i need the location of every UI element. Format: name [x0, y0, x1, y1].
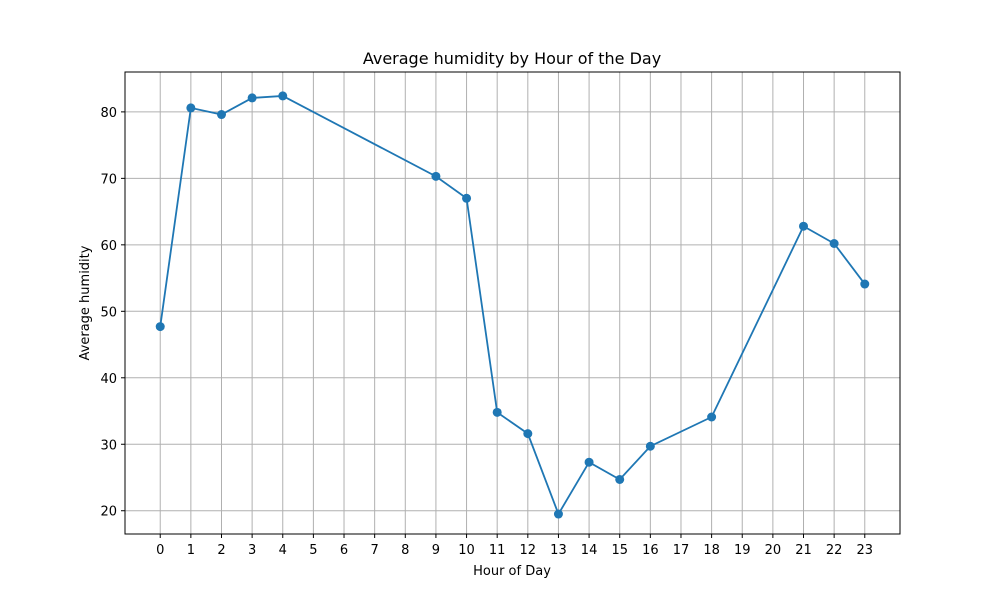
series: [155, 91, 870, 519]
data-point: [247, 93, 257, 103]
data-point: [645, 441, 655, 451]
x-tick-label: 8: [401, 543, 409, 558]
y-axis-label: Average humidity: [78, 245, 93, 360]
x-tick-label: 19: [734, 543, 751, 558]
x-axis-label: Hour of Day: [473, 564, 551, 579]
x-tick-label: 9: [432, 543, 440, 558]
x-tick-label: 11: [489, 543, 506, 558]
x-tick-label: 1: [187, 543, 195, 558]
data-point: [216, 110, 226, 120]
x-tick-label: 14: [581, 543, 598, 558]
data-point: [492, 407, 502, 417]
x-tick-label: 12: [520, 543, 537, 558]
data-point: [186, 103, 196, 113]
y-tick-label: 60: [100, 239, 117, 254]
x-tick-label: 20: [765, 543, 782, 558]
x-tick-label: 13: [550, 543, 567, 558]
data-point: [584, 457, 594, 467]
x-tick-label: 5: [309, 543, 317, 558]
y-tick-label: 70: [100, 172, 117, 187]
data-point: [553, 509, 563, 519]
data-point: [615, 474, 625, 484]
y-tick-label: 40: [100, 372, 117, 387]
axis-ticks: 0 1 2 3 4 5 6 7 8 9 10 11 12 13 14 15 16 17 18 19 20 21 22 2320…: [100, 106, 873, 558]
data-point: [829, 239, 839, 249]
grid: [125, 72, 900, 534]
y-tick-label: 80: [100, 106, 117, 121]
x-tick-label: 17: [673, 543, 690, 558]
data-point: [462, 193, 472, 203]
x-tick-label: 7: [371, 543, 379, 558]
x-tick-label: 15: [611, 543, 628, 558]
x-tick-label: 6: [340, 543, 348, 558]
data-point: [523, 429, 533, 439]
data-point: [707, 412, 717, 422]
x-tick-label: 10: [458, 543, 475, 558]
x-tick-label: 0: [156, 543, 164, 558]
data-point: [278, 91, 288, 101]
data-point: [860, 279, 870, 289]
data-point: [799, 221, 809, 231]
y-tick-label: 20: [100, 505, 117, 520]
x-tick-label: 22: [826, 543, 843, 558]
x-tick-label: 16: [642, 543, 659, 558]
series-line: [159, 95, 866, 517]
y-tick-label: 30: [100, 438, 117, 453]
plot-area: [124, 71, 901, 535]
x-tick-label: 18: [703, 543, 720, 558]
y-tick-label: 50: [100, 305, 117, 320]
x-tick-label: 2: [217, 543, 225, 558]
x-tick-label: 21: [795, 543, 812, 558]
x-tick-label: 3: [248, 543, 256, 558]
x-tick-label: 23: [856, 543, 873, 558]
chart-title: Average humidity by Hour of the Day: [363, 49, 661, 68]
x-tick-label: 4: [279, 543, 287, 558]
data-point: [431, 171, 441, 181]
data-point: [155, 322, 165, 332]
